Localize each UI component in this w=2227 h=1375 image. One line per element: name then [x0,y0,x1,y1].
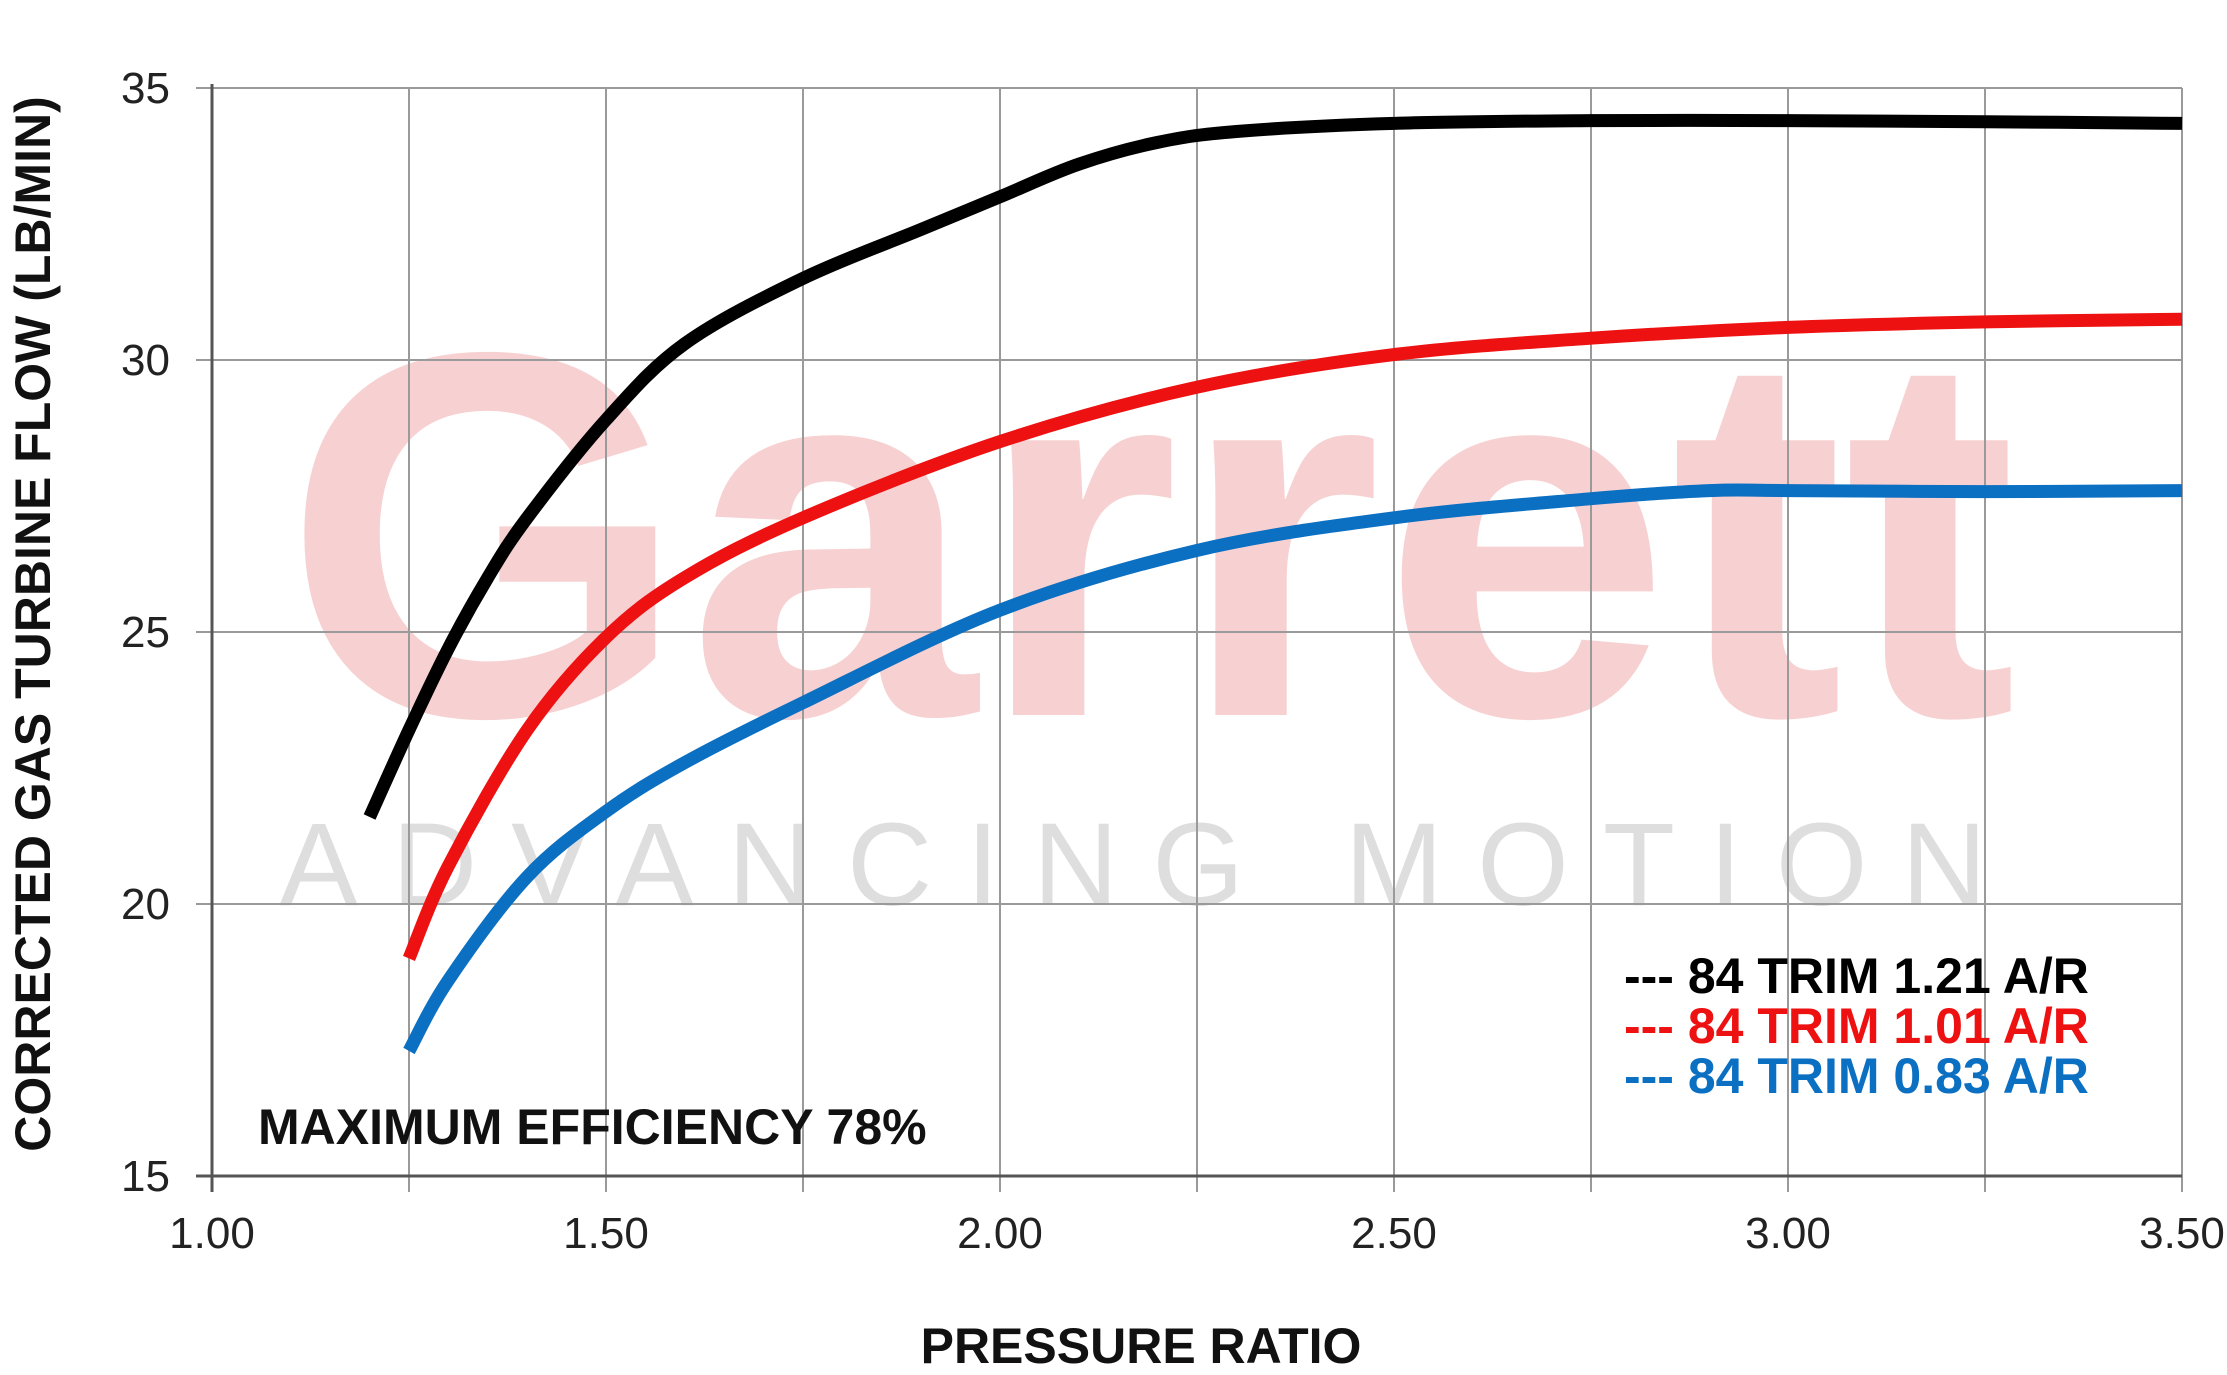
grid [196,87,2183,1192]
x-tick-label: 3.50 [2139,1209,2225,1258]
x-tick-labels: 1.00 1.50 2.00 2.50 3.00 3.50 [169,1209,2225,1258]
y-tick-label: 35 [121,64,170,113]
y-tick-label: 30 [121,336,170,385]
y-tick-label: 15 [121,1152,170,1201]
watermark: Garrett ADVANCING MOTION [279,245,2021,931]
legend-entry-3: --- 84 TRIM 0.83 A/R [1624,1048,2089,1104]
x-tick-label: 2.00 [957,1209,1043,1258]
x-tick-label: 2.50 [1351,1209,1437,1258]
legend: --- 84 TRIM 1.21 A/R--- 84 TRIM 1.01 A/R… [1624,948,2089,1104]
series-line-2 [403,312,2183,961]
efficiency-annotation: MAXIMUM EFFICIENCY 78% [258,1099,927,1155]
legend-entry-1: --- 84 TRIM 1.21 A/R [1624,948,2089,1004]
axes [196,84,2182,1192]
y-tick-labels: 15 20 25 30 35 [121,64,170,1201]
watermark-tagline: ADVANCING MOTION [279,799,2021,931]
x-axis-title: PRESSURE RATIO [921,1318,1362,1374]
x-tick-label: 1.50 [563,1209,649,1258]
series-lines [363,113,2183,1055]
y-axis-title: CORRECTED GAS TURBINE FLOW (LB/MIN) [5,96,61,1151]
y-tick-label: 20 [121,880,170,929]
series-line-3 [403,483,2183,1055]
y-tick-label: 25 [121,608,170,657]
watermark-brand: Garrett [283,245,2017,826]
legend-entry-2: --- 84 TRIM 1.01 A/R [1624,998,2089,1054]
x-tick-label: 3.00 [1745,1209,1831,1258]
x-tick-label: 1.00 [169,1209,255,1258]
series-line-1 [363,113,2183,820]
